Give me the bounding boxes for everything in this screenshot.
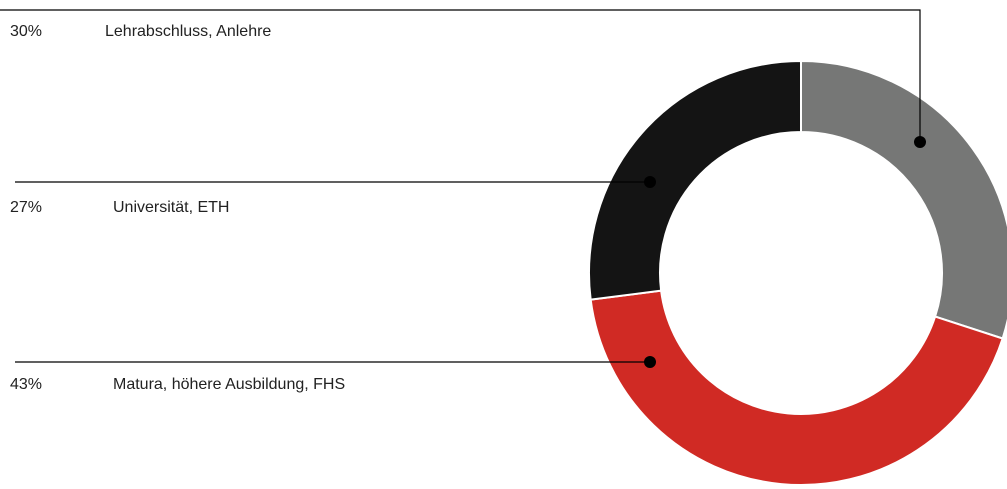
value-label: 27% xyxy=(10,199,42,216)
donut-segment xyxy=(589,289,1004,486)
donut-segment xyxy=(800,59,1007,340)
donut-segment xyxy=(588,59,802,301)
leader-line xyxy=(0,9,921,142)
category-label: Universität, ETH xyxy=(113,199,229,216)
leader-dot xyxy=(644,356,656,368)
value-label: 43% xyxy=(10,376,42,393)
category-label: Matura, höhere Ausbildung, FHS xyxy=(113,376,345,393)
value-label: 30% xyxy=(10,23,42,40)
leader-dot xyxy=(644,176,656,188)
leader-dot xyxy=(914,136,926,148)
category-label: Lehrabschluss, Anlehre xyxy=(105,23,271,40)
